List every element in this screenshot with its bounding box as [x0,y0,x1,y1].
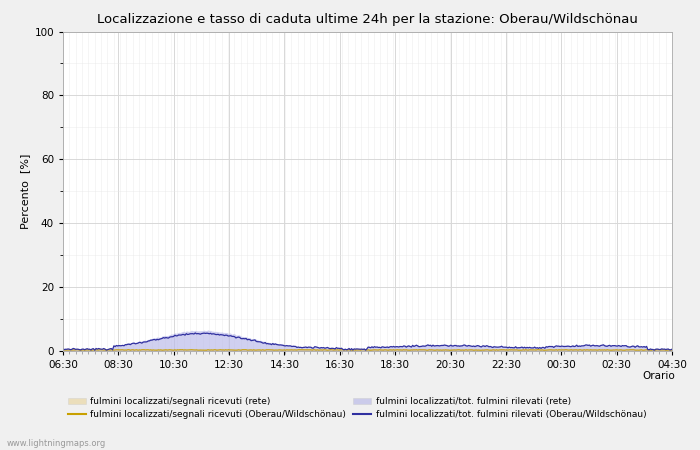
Text: Orario: Orario [643,371,676,381]
Y-axis label: Percento  [%]: Percento [%] [20,153,30,229]
Text: www.lightningmaps.org: www.lightningmaps.org [7,439,106,448]
Legend: fulmini localizzati/segnali ricevuti (rete), fulmini localizzati/segnali ricevut: fulmini localizzati/segnali ricevuti (re… [67,397,646,418]
Title: Localizzazione e tasso di caduta ultime 24h per la stazione: Oberau/Wildschönau: Localizzazione e tasso di caduta ultime … [97,13,638,26]
